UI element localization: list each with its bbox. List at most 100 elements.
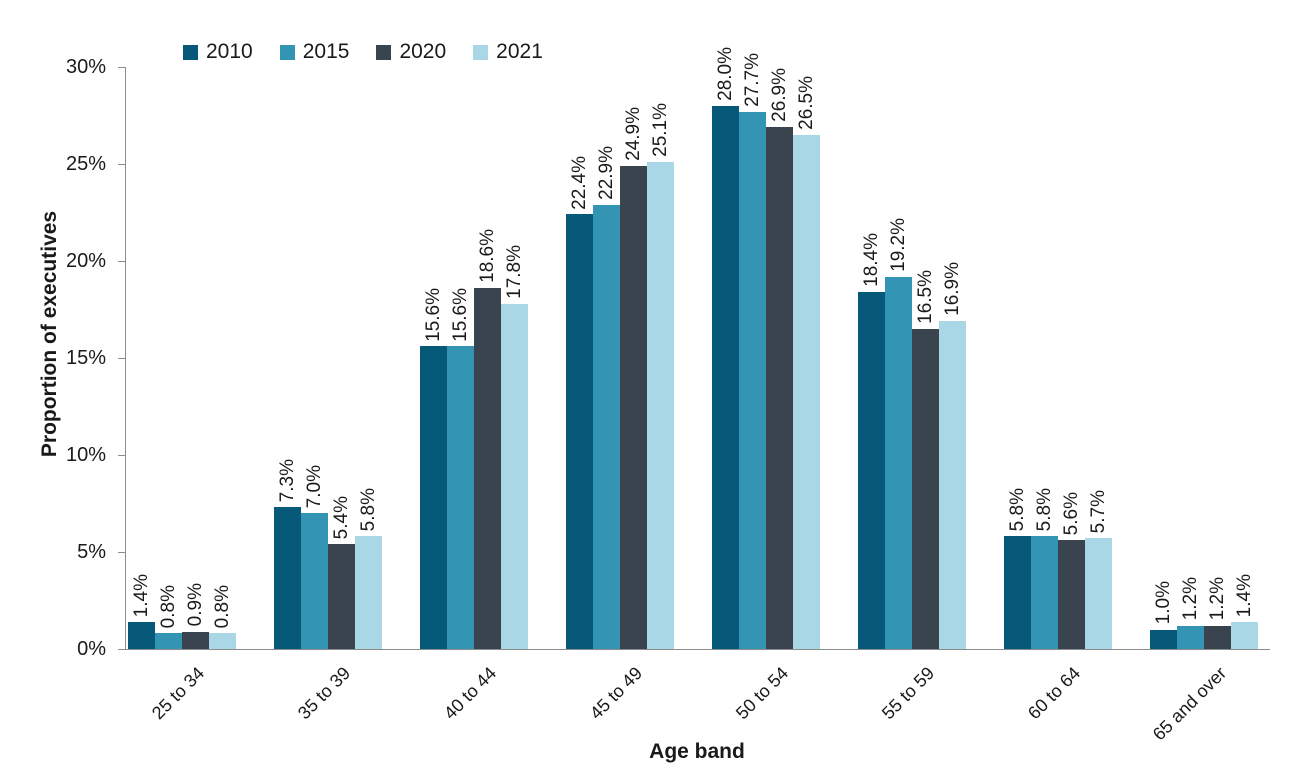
y-axis-line xyxy=(125,67,126,649)
legend-swatch-2010 xyxy=(183,44,198,60)
bar-data-label: 22.9% xyxy=(595,145,617,200)
bar-data-label: 7.0% xyxy=(303,464,325,509)
bar-2021-45-to-49: 25.1% xyxy=(647,103,674,649)
x-tick-label: 45 to 49 xyxy=(585,663,647,724)
y-tick-label: 0% xyxy=(77,638,106,660)
bar-data-label: 5.4% xyxy=(330,495,352,540)
bar-2020-60-to-64: 5.6% xyxy=(1058,492,1085,649)
y-tick-mark xyxy=(118,454,125,456)
y-tick-mark xyxy=(118,163,125,165)
bar-data-label: 24.9% xyxy=(622,107,644,161)
legend-item-2010: 2010 xyxy=(183,40,253,64)
bar-2010-65-and-over: 1.0% xyxy=(1150,581,1177,649)
bar-group-65-and-over: 1.0% 1.2% 1.2% 1.4% xyxy=(1150,574,1258,649)
bar-data-label: 15.6% xyxy=(422,287,444,342)
bar-data-label: 16.5% xyxy=(914,270,936,324)
bar-2010-60-to-64: 5.8% xyxy=(1004,488,1031,649)
bar-data-label: 5.7% xyxy=(1087,490,1109,534)
bar-2020-25-to-34: 0.9% xyxy=(182,583,209,649)
legend-item-2015: 2015 xyxy=(279,40,350,64)
legend-label: 2015 xyxy=(302,40,350,63)
y-tick-mark xyxy=(118,648,125,650)
bar-2021-60-to-64: 5.7% xyxy=(1085,490,1112,649)
bar-data-label: 17.8% xyxy=(503,244,525,299)
x-tick-label: 65 and over xyxy=(1148,663,1231,745)
plot-area: 1.4% 0.8% 0.9% 0.8% 7.3% 7.0% 5.4% 5.8% 15.6% 15.… xyxy=(125,47,1270,650)
bar-2015-35-to-39: 7.0% xyxy=(301,465,328,649)
bar-2010-40-to-44: 15.6% xyxy=(420,288,447,649)
bar-data-label: 7.3% xyxy=(276,459,298,503)
bar-2021-50-to-54: 26.5% xyxy=(793,76,820,649)
x-axis-line xyxy=(125,649,1270,650)
y-tick-label: 20% xyxy=(65,250,106,272)
legend-label: 2020 xyxy=(399,40,447,63)
bar-data-label: 5.8% xyxy=(1033,488,1055,532)
bar-data-label: 19.2% xyxy=(887,217,909,272)
bar-data-label: 1.4% xyxy=(130,573,152,617)
y-tick-mark xyxy=(118,551,125,553)
bar-group-25-to-34: 1.4% 0.8% 0.9% 0.8% xyxy=(128,574,236,649)
bar-2015-25-to-34: 0.8% xyxy=(155,585,182,649)
bar-2020-40-to-44: 18.6% xyxy=(474,229,501,649)
bar-2010-45-to-49: 22.4% xyxy=(566,156,593,649)
y-axis-ticks: 0% 5% 10% 15% 20% 25% 30% xyxy=(0,56,125,660)
bar-data-label: 1.2% xyxy=(1179,577,1201,621)
bar-data-label: 26.5% xyxy=(795,76,817,130)
bar-group-45-to-49: 22.4% 22.9% 24.9% 25.1% xyxy=(566,103,674,649)
bar-data-label: 22.4% xyxy=(568,155,590,210)
y-tick-mark xyxy=(118,66,125,68)
bar-data-label: 5.8% xyxy=(1006,488,1028,532)
legend-swatch-2021 xyxy=(473,44,489,60)
legend-item-2020: 2020 xyxy=(376,40,446,64)
bar-2015-40-to-44: 15.6% xyxy=(447,288,474,649)
bar-2021-55-to-59: 16.9% xyxy=(939,262,966,649)
bar-2020-45-to-49: 24.9% xyxy=(620,107,647,649)
bar-2015-60-to-64: 5.8% xyxy=(1031,488,1058,649)
bar-2015-45-to-49: 22.9% xyxy=(593,146,620,649)
bar-data-label: 1.0% xyxy=(1152,581,1174,625)
bar-2021-35-to-39: 5.8% xyxy=(355,488,382,649)
bar-data-label: 18.4% xyxy=(860,233,882,288)
legend: 2010 2015 2020 2021 xyxy=(183,40,543,64)
y-tick-mark xyxy=(118,260,125,262)
bar-data-label: 5.6% xyxy=(1060,492,1082,536)
bars: 1.4% 0.8% 0.9% 0.8% 7.3% 7.0% 5.4% 5.8% 15.6% 15.… xyxy=(125,47,1270,649)
y-tick-mark xyxy=(118,357,125,359)
bar-2020-35-to-39: 5.4% xyxy=(328,496,355,649)
x-tick-label: 55 to 59 xyxy=(877,663,939,724)
x-tick-label: 25 to 34 xyxy=(147,663,209,724)
bar-group-55-to-59: 18.4% 19.2% 16.5% 16.9% xyxy=(858,218,966,649)
bar-2021-65-and-over: 1.4% xyxy=(1231,574,1258,649)
bar-data-label: 5.8% xyxy=(357,488,379,532)
bar-data-label: 0.9% xyxy=(184,583,206,627)
bar-2010-25-to-34: 1.4% xyxy=(128,574,155,649)
bar-2015-65-and-over: 1.2% xyxy=(1177,577,1204,649)
y-tick-label: 10% xyxy=(65,444,106,466)
bar-data-label: 27.7% xyxy=(741,52,763,107)
bar-group-60-to-64: 5.8% 5.8% 5.6% 5.7% xyxy=(1004,488,1112,649)
y-tick-label: 15% xyxy=(65,347,106,369)
bar-data-label: 1.4% xyxy=(1233,573,1255,617)
legend-item-2021: 2021 xyxy=(473,40,543,64)
bar-group-40-to-44: 15.6% 15.6% 18.6% 17.8% xyxy=(420,229,528,649)
x-axis-title: Age band xyxy=(649,740,745,763)
y-tick-label: 5% xyxy=(77,541,106,563)
legend-label: 2021 xyxy=(496,40,543,63)
bar-data-label: 0.8% xyxy=(157,585,179,629)
bar-data-label: 26.9% xyxy=(768,68,790,123)
bar-data-label: 15.6% xyxy=(449,287,471,342)
bar-2021-40-to-44: 17.8% xyxy=(501,245,528,649)
bar-2020-55-to-59: 16.5% xyxy=(912,270,939,649)
bar-data-label: 1.2% xyxy=(1206,577,1228,621)
bar-2010-35-to-39: 7.3% xyxy=(274,459,301,649)
bar-2015-55-to-59: 19.2% xyxy=(885,218,912,649)
bar-2021-25-to-34: 0.8% xyxy=(209,585,236,649)
bar-2020-65-and-over: 1.2% xyxy=(1204,577,1231,649)
bar-2020-50-to-54: 26.9% xyxy=(766,68,793,649)
bar-2010-50-to-54: 28.0% xyxy=(712,47,739,649)
y-tick-label: 30% xyxy=(65,56,106,78)
bar-group-35-to-39: 7.3% 7.0% 5.4% 5.8% xyxy=(274,459,382,649)
bar-data-label: 25.1% xyxy=(649,103,671,158)
legend-swatch-2020 xyxy=(376,44,392,60)
